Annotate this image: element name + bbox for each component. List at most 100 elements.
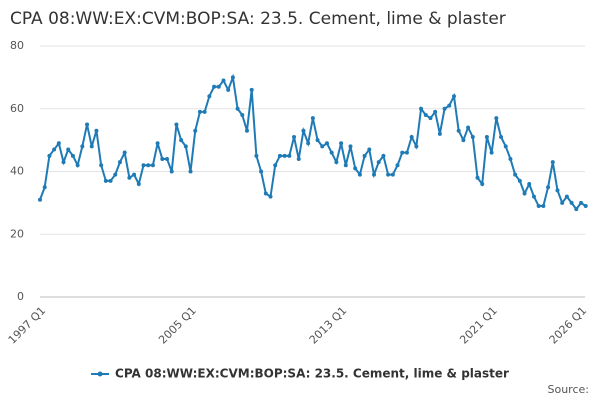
data-point bbox=[80, 144, 85, 149]
series-line bbox=[39, 73, 587, 211]
data-point bbox=[254, 153, 259, 158]
data-point bbox=[546, 185, 551, 190]
data-point bbox=[428, 116, 433, 121]
data-point bbox=[489, 150, 494, 155]
data-point bbox=[517, 178, 522, 183]
data-point bbox=[94, 128, 99, 133]
data-point bbox=[85, 122, 90, 127]
legend-marker bbox=[97, 371, 103, 377]
data-point bbox=[155, 141, 160, 146]
data-point bbox=[357, 172, 362, 177]
data-point bbox=[202, 109, 207, 114]
data-point bbox=[400, 150, 405, 155]
data-point bbox=[193, 128, 198, 133]
data-point bbox=[89, 144, 94, 149]
data-point bbox=[150, 163, 155, 168]
data-point bbox=[221, 78, 226, 83]
data-point bbox=[183, 144, 188, 149]
data-point bbox=[437, 131, 442, 136]
data-point bbox=[244, 128, 249, 133]
data-point bbox=[456, 128, 461, 133]
data-point bbox=[433, 109, 438, 114]
data-point bbox=[132, 172, 137, 177]
data-point bbox=[484, 134, 489, 139]
y-tick-label: 60 bbox=[10, 102, 24, 115]
data-point bbox=[122, 150, 127, 155]
data-point bbox=[127, 175, 132, 180]
data-point bbox=[508, 156, 513, 161]
data-point bbox=[146, 163, 151, 168]
data-point bbox=[362, 153, 367, 158]
data-point bbox=[334, 160, 339, 165]
data-point bbox=[282, 153, 287, 158]
data-point bbox=[372, 172, 377, 177]
data-point bbox=[376, 160, 381, 165]
data-point bbox=[113, 172, 118, 177]
data-point bbox=[235, 106, 240, 111]
data-point bbox=[550, 160, 555, 165]
data-point bbox=[480, 182, 485, 187]
data-point bbox=[390, 172, 395, 177]
y-tick-label: 20 bbox=[10, 227, 24, 240]
y-tick-label: 0 bbox=[17, 290, 24, 303]
data-point bbox=[75, 163, 80, 168]
data-point bbox=[263, 191, 268, 196]
data-point bbox=[160, 156, 165, 161]
data-point bbox=[296, 156, 301, 161]
data-point bbox=[136, 182, 141, 187]
data-point bbox=[343, 163, 348, 168]
data-point bbox=[395, 163, 400, 168]
data-point bbox=[423, 113, 428, 118]
data-point bbox=[353, 166, 358, 171]
data-point bbox=[320, 144, 325, 149]
data-point bbox=[117, 160, 122, 165]
data-point bbox=[259, 169, 264, 174]
data-point bbox=[240, 113, 245, 118]
data-point bbox=[503, 144, 508, 149]
data-point bbox=[536, 204, 541, 209]
data-point bbox=[188, 169, 193, 174]
data-point bbox=[522, 191, 527, 196]
data-point bbox=[461, 138, 466, 143]
data-point bbox=[301, 128, 306, 133]
data-point bbox=[447, 103, 452, 108]
data-point bbox=[419, 106, 424, 111]
data-point bbox=[324, 141, 329, 146]
data-point bbox=[470, 134, 475, 139]
data-point bbox=[513, 172, 518, 177]
data-point bbox=[531, 194, 536, 199]
data-point bbox=[466, 125, 471, 130]
legend: CPA 08:WW:EX:CVM:BOP:SA: 23.5. Cement, l… bbox=[91, 367, 509, 381]
data-point bbox=[277, 153, 282, 158]
data-point bbox=[339, 141, 344, 146]
data-point bbox=[310, 116, 315, 121]
x-tick-label: 2026 Q1 bbox=[547, 304, 590, 347]
data-point bbox=[174, 122, 179, 127]
data-point bbox=[527, 182, 532, 187]
data-point bbox=[99, 163, 104, 168]
data-point bbox=[564, 194, 569, 199]
data-point bbox=[216, 84, 221, 89]
data-point bbox=[451, 94, 456, 99]
source: Source: bbox=[548, 383, 590, 396]
data-point bbox=[108, 178, 113, 183]
data-point bbox=[141, 163, 146, 168]
data-point bbox=[404, 150, 409, 155]
data-point bbox=[315, 138, 320, 143]
data-point bbox=[52, 147, 57, 152]
x-tick-label: 2005 Q1 bbox=[156, 304, 199, 347]
y-tick-label: 40 bbox=[10, 165, 24, 178]
x-tick-label: 1997 Q1 bbox=[6, 304, 49, 347]
data-point bbox=[579, 200, 583, 205]
data-point bbox=[560, 200, 565, 205]
x-tick-label: 2021 Q1 bbox=[457, 304, 500, 347]
data-point bbox=[555, 188, 560, 193]
data-point bbox=[306, 141, 311, 146]
data-point bbox=[475, 175, 480, 180]
x-tick-label: 2013 Q1 bbox=[307, 304, 350, 347]
data-point bbox=[414, 144, 419, 149]
data-point bbox=[212, 84, 217, 89]
data-point bbox=[66, 147, 71, 152]
